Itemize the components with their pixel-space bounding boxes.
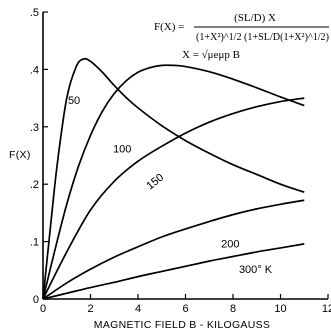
x-axis-label: MAGNETIC FIELD B - KILOGAUSS	[94, 319, 270, 331]
series-line-2	[42, 64, 305, 300]
series-label: 300° K	[239, 264, 273, 276]
y-tick-label: .2	[30, 179, 39, 191]
x-tick-label: 2	[87, 303, 93, 315]
formula-definition: X = √μeμp B	[182, 49, 240, 61]
y-tick-label: .4	[30, 64, 39, 76]
y-tick-label: .5	[30, 7, 39, 19]
x-tick-label: 8	[230, 303, 236, 315]
series-line-5	[42, 243, 305, 300]
curves	[42, 57, 305, 300]
formula-denominator: (1+X²)^1/2 (1+SL/D(1+X²)^1/2)	[196, 31, 329, 43]
formula-numerator: (SL/D) X	[234, 12, 276, 24]
series-line-3	[42, 97, 305, 300]
x-tick-label: 6	[182, 303, 188, 315]
ticks: 0 2 4 6 8 10 12 0 .1 .2 .3 .4 .5	[30, 7, 331, 315]
series-label: 150	[144, 172, 166, 193]
series-label: 100	[113, 144, 131, 156]
formula: F(X) = (SL/D) X (1+X²)^1/2 (1+SL/D(1+X²)…	[154, 12, 329, 61]
y-axis-label: F(X)	[9, 149, 31, 161]
x-tick-label: 4	[135, 303, 141, 315]
formula-lhs: F(X) =	[154, 21, 184, 33]
y-tick-label: 0	[33, 294, 39, 306]
series-line-1	[42, 57, 305, 300]
series-labels: 50 100 150 200 300° K	[68, 95, 273, 276]
x-tick-label: 10	[274, 303, 286, 315]
x-tick-label: 0	[40, 303, 46, 315]
series-label: 200	[221, 238, 239, 250]
series-label: 50	[68, 95, 80, 107]
y-tick-label: .1	[30, 237, 39, 249]
series-line-4	[42, 199, 305, 300]
x-tick-label: 12	[322, 303, 331, 315]
y-tick-label: .3	[30, 122, 39, 134]
